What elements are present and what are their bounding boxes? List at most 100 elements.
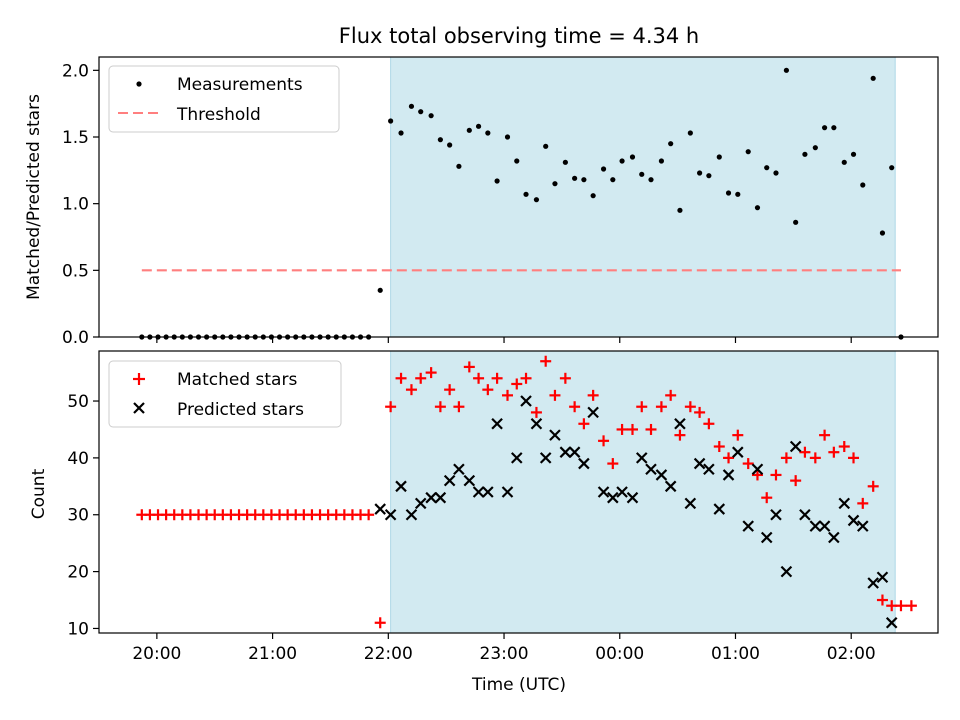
predicted-star-point: [384, 508, 397, 521]
matched-star-point: [857, 497, 869, 509]
observing-window-shading-lower: [390, 350, 896, 634]
measurement-point: [543, 143, 549, 149]
matched-star-point: [569, 401, 581, 413]
measurement-point: [850, 151, 857, 157]
measurement-point: [456, 163, 462, 169]
measurement-point: [504, 134, 511, 140]
matched-star-point: [742, 458, 754, 470]
x-tick-label: 23:00: [480, 644, 529, 664]
measurement-point: [716, 154, 722, 160]
predicted-star-point: [635, 452, 648, 464]
x-tick-label: 01:00: [711, 644, 760, 664]
matched-star-point: [607, 458, 619, 470]
predicted-star-point: [847, 514, 860, 527]
predicted-star-point: [530, 417, 543, 430]
matched-star-point: [444, 384, 456, 396]
matched-star-point: [867, 480, 879, 492]
measurements-legend-marker: [136, 81, 142, 87]
matched-star-point: [363, 509, 375, 521]
chart-title: Flux total observing time = 4.34 h: [339, 24, 699, 48]
matched-star-point: [713, 441, 725, 453]
matched-star-point: [578, 418, 590, 430]
measurement-point: [677, 207, 683, 213]
predicted-star-point: [703, 463, 715, 476]
measurement-point: [831, 125, 837, 131]
matched-star-point: [463, 361, 475, 373]
matched-star-point: [876, 594, 888, 606]
predicted-star-point: [838, 497, 851, 510]
y-tick-label: 50: [67, 392, 89, 412]
matched-star-point: [502, 389, 514, 401]
ratio-marks: [139, 67, 904, 340]
measurement-point: [408, 103, 415, 109]
matched-star-point: [799, 446, 811, 458]
matched-star-point: [655, 401, 667, 413]
x-tick-label: 21:00: [248, 644, 297, 664]
observing-window-band: [390, 350, 896, 634]
predicted-star-point: [664, 480, 677, 493]
predicted-star-point: [443, 474, 456, 487]
measurement-point: [514, 158, 520, 164]
measurement-point: [485, 130, 491, 136]
measurement-point: [697, 170, 703, 176]
predicted-star-point: [414, 497, 427, 510]
measurement-point: [706, 173, 712, 179]
x-axis-label: Time (UTC): [471, 675, 566, 695]
predicted-star-point: [520, 395, 532, 407]
matched-star-point: [482, 384, 494, 396]
matched-star-point: [645, 423, 657, 435]
count-axis-ticks: 10 20 30 40 50 20:00 21:00 22:00 23:00 00:00 01:00…: [67, 392, 875, 664]
count-panel: 10 20 30 40 50 20:00 21:00 22:00 23:00 00:00 01:00…: [29, 350, 939, 695]
matched-star-point: [665, 389, 677, 401]
matched-star-point: [703, 418, 715, 430]
matched-star-point: [626, 423, 638, 435]
predicted-star-point: [482, 486, 494, 498]
observing-window-shading: [390, 56, 896, 338]
ratio-panel-frame: [98, 56, 939, 338]
predicted-star-point: [818, 520, 831, 532]
predicted-star-point: [857, 520, 869, 532]
predicted-star-point: [616, 486, 628, 498]
predicted-star-point: [655, 469, 668, 481]
measurement-point: [388, 118, 394, 124]
measurement-point: [619, 158, 625, 164]
matched-star-point: [540, 355, 552, 367]
measurement-point: [754, 205, 761, 211]
predicted-star-point: [876, 571, 889, 584]
measurement-point: [533, 197, 540, 203]
matched-star-point: [790, 475, 802, 487]
measurement-point: [764, 165, 770, 171]
measurement-point: [418, 109, 424, 115]
y-tick-label: 0.5: [62, 261, 89, 281]
y-tick-label: 10: [67, 619, 89, 639]
measurement-point: [428, 113, 434, 119]
observing-window-band: [390, 56, 896, 338]
predicted-star-point: [501, 486, 514, 498]
predicted-star-point: [626, 491, 639, 504]
predicted-star-point: [597, 486, 610, 498]
measurement-point: [494, 178, 500, 184]
predicted-star-point: [732, 446, 744, 458]
predicted-star-point: [491, 417, 503, 430]
predicted-star-point: [770, 508, 782, 521]
matched-star-point: [616, 423, 628, 435]
measurement-point: [377, 287, 383, 293]
ratio-panel: 0.00.51.01.52.0 Matched/Predicted stars …: [24, 56, 939, 348]
matched-star-point: [425, 367, 437, 379]
matched-star-point: [415, 372, 427, 384]
predicted-legend-marker: [133, 402, 145, 414]
measurement-point: [475, 123, 482, 129]
measurement-point: [398, 130, 404, 136]
predicted-star-point: [395, 480, 407, 493]
measurement-point: [793, 219, 799, 225]
measurement-point: [639, 171, 645, 177]
ratio-legend: Measurements Threshold: [108, 65, 340, 133]
predicted-legend-label: Predicted stars: [177, 400, 304, 420]
measurement-point: [648, 177, 654, 183]
predicted-star-point: [799, 508, 811, 521]
predicted-star-point: [780, 565, 793, 578]
x-tick-label: 22:00: [364, 644, 413, 664]
matched-star-point: [886, 600, 898, 612]
predicted-star-point: [693, 457, 706, 470]
